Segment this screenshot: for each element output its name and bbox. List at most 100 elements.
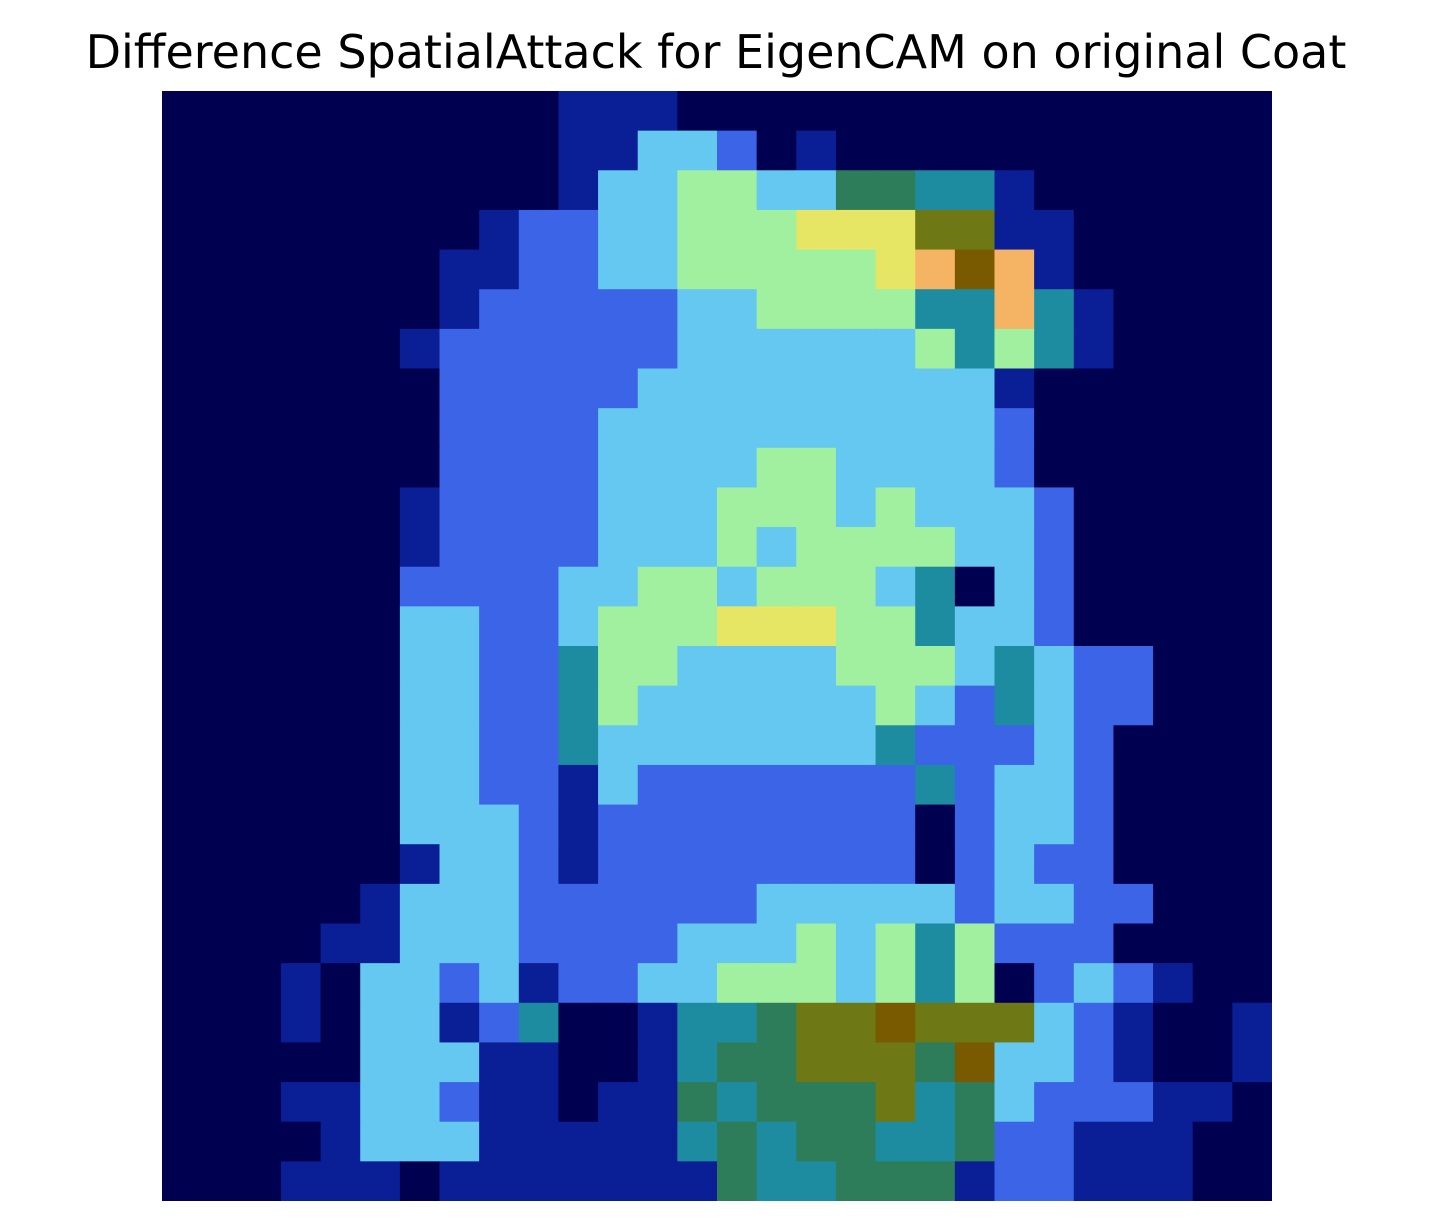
heatmap-cell xyxy=(399,209,441,251)
heatmap-cell xyxy=(1034,408,1075,449)
heatmap-cell xyxy=(558,1121,599,1162)
heatmap-cell xyxy=(756,249,797,290)
heatmap-cell xyxy=(241,487,282,528)
heatmap-cell xyxy=(954,725,996,766)
heatmap-cell xyxy=(439,685,480,726)
heatmap-cell xyxy=(162,289,203,330)
heatmap-cell xyxy=(717,764,758,806)
heatmap-cell xyxy=(677,764,718,806)
heatmap-cell xyxy=(835,408,877,449)
heatmap-cell xyxy=(518,447,560,489)
heatmap-cell xyxy=(280,130,322,171)
heatmap-cell xyxy=(360,1161,401,1201)
heatmap-cell xyxy=(320,963,361,1004)
heatmap-cell xyxy=(280,923,322,964)
heatmap-cell xyxy=(1232,209,1272,251)
heatmap-cell xyxy=(320,368,361,409)
heatmap-cell xyxy=(875,844,916,885)
heatmap-cell xyxy=(162,209,203,251)
heatmap-cell xyxy=(479,130,520,171)
heatmap-cell xyxy=(1073,527,1115,568)
heatmap-cell xyxy=(1232,685,1272,726)
heatmap-cell xyxy=(479,249,520,290)
heatmap-cell xyxy=(1034,249,1075,290)
heatmap-cell xyxy=(717,170,758,211)
heatmap-cell xyxy=(756,1002,797,1044)
heatmap-cell xyxy=(1073,447,1115,489)
heatmap-cell xyxy=(280,606,322,647)
heatmap-cell xyxy=(994,685,1035,726)
heatmap-cell xyxy=(479,527,520,568)
heatmap-cell xyxy=(796,289,837,330)
heatmap-cell xyxy=(479,91,520,132)
heatmap-cell xyxy=(637,566,678,607)
heatmap-cell xyxy=(1232,527,1272,568)
heatmap-cell xyxy=(915,1042,956,1083)
heatmap-cell xyxy=(994,209,1035,251)
heatmap-cell xyxy=(875,646,916,687)
heatmap-cell xyxy=(1153,844,1194,885)
heatmap-cell xyxy=(320,487,361,528)
heatmap-cell xyxy=(835,209,877,251)
heatmap-cell xyxy=(717,1121,758,1162)
heatmap-cell xyxy=(1232,1161,1272,1201)
heatmap-cell xyxy=(796,725,837,766)
heatmap-cell xyxy=(954,249,996,290)
heatmap-cell xyxy=(201,209,242,251)
heatmap-cell xyxy=(439,883,480,925)
heatmap-cell xyxy=(598,209,639,251)
heatmap-cell xyxy=(280,527,322,568)
heatmap-cell xyxy=(518,408,560,449)
heatmap-cell xyxy=(637,328,678,370)
heatmap-cell xyxy=(994,91,1035,132)
heatmap-cell xyxy=(162,447,203,489)
heatmap-cell xyxy=(1113,804,1154,845)
heatmap-cell xyxy=(280,91,322,132)
heatmap-cell xyxy=(875,1161,916,1201)
heatmap-cell xyxy=(399,566,441,607)
heatmap-cell xyxy=(280,447,322,489)
heatmap-cell xyxy=(796,1121,837,1162)
heatmap-cell xyxy=(1034,91,1075,132)
heatmap-cell xyxy=(1153,923,1194,964)
heatmap-cell xyxy=(1153,527,1194,568)
heatmap-cell xyxy=(1113,487,1154,528)
heatmap-cell xyxy=(518,1161,560,1201)
heatmap-cell xyxy=(637,963,678,1004)
heatmap-cell xyxy=(796,368,837,409)
heatmap-cell xyxy=(241,883,282,925)
heatmap-cell xyxy=(756,1121,797,1162)
heatmap-cell xyxy=(360,725,401,766)
heatmap-cell xyxy=(201,328,242,370)
heatmap-cell xyxy=(1073,289,1115,330)
heatmap-cell xyxy=(637,209,678,251)
heatmap-cell xyxy=(915,725,956,766)
heatmap-cell xyxy=(915,527,956,568)
heatmap-cell xyxy=(280,328,322,370)
heatmap-cell xyxy=(915,923,956,964)
heatmap-cell xyxy=(835,91,877,132)
heatmap-cell xyxy=(875,408,916,449)
heatmap-cell xyxy=(954,764,996,806)
heatmap-cell xyxy=(360,646,401,687)
heatmap-cell xyxy=(1192,170,1233,211)
heatmap-cell xyxy=(637,249,678,290)
heatmap-cell xyxy=(241,1161,282,1201)
heatmap-cell xyxy=(439,487,480,528)
chart-title: Difference SpatialAttack for EigenCAM on… xyxy=(85,25,1347,79)
heatmap-cell xyxy=(954,289,996,330)
heatmap-cell xyxy=(677,646,718,687)
heatmap-cell xyxy=(1073,209,1115,251)
heatmap-cell xyxy=(954,963,996,1004)
heatmap-cell xyxy=(994,368,1035,409)
heatmap-cell xyxy=(1192,606,1233,647)
heatmap-cell xyxy=(162,566,203,607)
heatmap-cell xyxy=(796,91,837,132)
heatmap-cell xyxy=(320,646,361,687)
heatmap-cell xyxy=(637,646,678,687)
heatmap-cell xyxy=(1192,1042,1233,1083)
heatmap-cell xyxy=(1232,249,1272,290)
heatmap-cell xyxy=(1113,606,1154,647)
heatmap-cell xyxy=(835,289,877,330)
heatmap-plot-area xyxy=(162,91,1272,1201)
